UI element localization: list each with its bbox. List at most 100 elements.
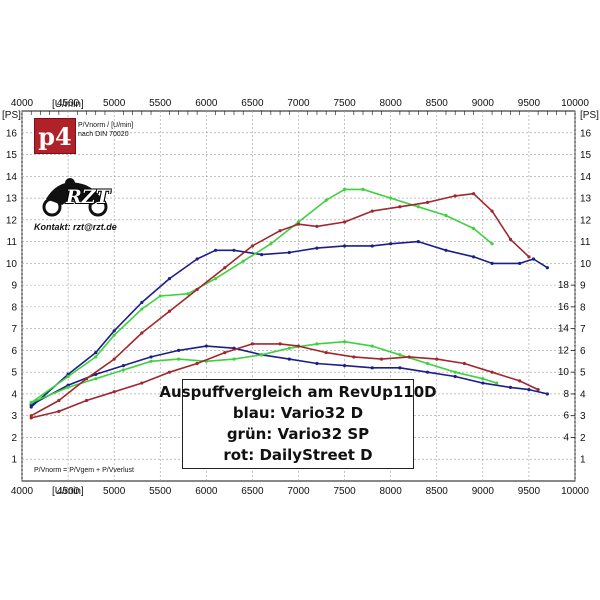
- power-point: [167, 276, 172, 281]
- rzt-logo-text: RZT: [66, 186, 110, 208]
- torque-point: [435, 357, 439, 361]
- torque-point: [407, 355, 411, 359]
- x-tick-label-top: 9000: [472, 98, 495, 109]
- power-point: [472, 192, 476, 196]
- power-point: [361, 187, 365, 191]
- y-tick-label-torque: 10: [558, 367, 570, 378]
- power-point: [398, 205, 402, 209]
- power-point: [518, 261, 522, 265]
- x-tick-label-top: 7000: [287, 98, 310, 109]
- x-tick-label-bottom: 5500: [149, 486, 172, 497]
- x-tick-label-top: 6500: [241, 98, 264, 109]
- legend-blue: blau: Vario32 D: [232, 404, 364, 422]
- y-tick-label-left: 16: [6, 128, 18, 139]
- torque-point: [453, 370, 457, 374]
- y-tick-label-torque: 6: [563, 411, 569, 422]
- x-unit-bottom: [U/min]: [52, 486, 84, 497]
- torque-point: [536, 387, 540, 392]
- torque-point: [121, 368, 125, 372]
- power-point: [287, 250, 291, 255]
- y-tick-label-left: 6: [11, 346, 17, 357]
- power-point: [527, 255, 531, 259]
- power-point: [490, 242, 494, 246]
- power-point: [453, 194, 457, 198]
- x-tick-label-bottom: 7500: [333, 486, 356, 497]
- power-point: [223, 266, 227, 270]
- power-point: [370, 209, 374, 213]
- y-tick-label-left: 3: [11, 411, 17, 422]
- legend-box: Auspuffvergleich am RevUp110D blau: Vari…: [159, 379, 437, 469]
- power-point: [531, 257, 536, 261]
- y-tick-label-right: 1: [580, 455, 586, 466]
- y-tick-label-right: 10: [580, 259, 592, 270]
- y-tick-label-left: 7: [11, 324, 17, 335]
- legend-green: grün: Vario32 SP: [226, 425, 370, 443]
- power-point: [389, 196, 393, 200]
- y-tick-label-right: 8: [580, 302, 586, 313]
- x-tick-label-bottom: 6000: [195, 486, 218, 497]
- x-ticks-top: 4000 4500 5000 5500 6000 6500 7000 7500 8000 8500…: [11, 98, 589, 109]
- torque-point: [398, 366, 402, 370]
- power-point: [213, 276, 218, 281]
- y-tick-label-left: 8: [11, 302, 17, 313]
- torque-point: [296, 344, 301, 348]
- power-point: [342, 244, 347, 248]
- x-tick-label-bottom: 9000: [472, 486, 495, 497]
- power-point: [140, 331, 144, 335]
- power-point: [324, 198, 328, 202]
- torque-point: [370, 344, 374, 348]
- power-point: [213, 248, 218, 252]
- power-point: [232, 248, 236, 252]
- y-tick-label-left: 11: [7, 237, 18, 248]
- power-point: [269, 242, 273, 246]
- torque-line: [30, 340, 497, 404]
- footer-formula: P/Vnorm = P/Vgem + P/Vverlust: [34, 467, 134, 474]
- torque-point: [177, 357, 181, 361]
- y-tick-label-right: 9: [580, 281, 586, 292]
- p4-logo-text: p4: [38, 121, 72, 151]
- power-point: [195, 257, 199, 261]
- power-line: [30, 240, 548, 408]
- power-point: [490, 261, 494, 265]
- torque-point: [490, 370, 494, 374]
- torque-point: [508, 385, 513, 390]
- torque-point: [149, 359, 153, 363]
- torque-point: [527, 387, 531, 392]
- y-tick-label-left: 14: [6, 172, 18, 183]
- y-tick-label-right: 5: [580, 368, 586, 379]
- x-tick-label-bottom: 4000: [11, 486, 34, 497]
- y-ticks-right-torque: 4 6 8 10 12 14 16 18: [558, 280, 575, 443]
- torque-point: [29, 401, 33, 405]
- torque-point: [167, 370, 172, 374]
- x-tick-label-top: 10000: [561, 98, 589, 109]
- y-tick-label-torque: 8: [563, 389, 569, 400]
- torque-point: [324, 350, 328, 355]
- norm-note-line2: nach DIN 70020: [78, 131, 129, 138]
- power-point: [416, 205, 420, 209]
- series-layer: [29, 187, 549, 420]
- power-point: [472, 226, 476, 231]
- x-tick-label-bottom: 5000: [103, 486, 126, 497]
- torque-point: [195, 361, 199, 366]
- power-point: [342, 187, 347, 191]
- x-tick-label-bottom: 4500: [57, 486, 80, 497]
- y-tick-label-right: 13: [580, 194, 592, 205]
- torque-point: [287, 357, 291, 361]
- y-tick-label-left: 1: [11, 455, 17, 466]
- grid: [21, 111, 576, 481]
- torque-point: [287, 346, 291, 350]
- x-tick-label-top: 8000: [380, 98, 403, 109]
- torque-point: [232, 357, 236, 361]
- power-point: [84, 377, 89, 381]
- power-point: [315, 224, 319, 228]
- torque-point: [112, 390, 116, 394]
- power-point: [444, 248, 448, 252]
- x-tick-label-top: 9500: [518, 98, 541, 109]
- x-tick-label-bottom: 10000: [561, 486, 589, 497]
- torque-point: [342, 340, 347, 344]
- power-point: [425, 200, 430, 205]
- torque-point: [370, 366, 374, 370]
- y-tick-label-right: 4: [580, 389, 586, 400]
- x-tick-label-top: 4500: [57, 98, 80, 109]
